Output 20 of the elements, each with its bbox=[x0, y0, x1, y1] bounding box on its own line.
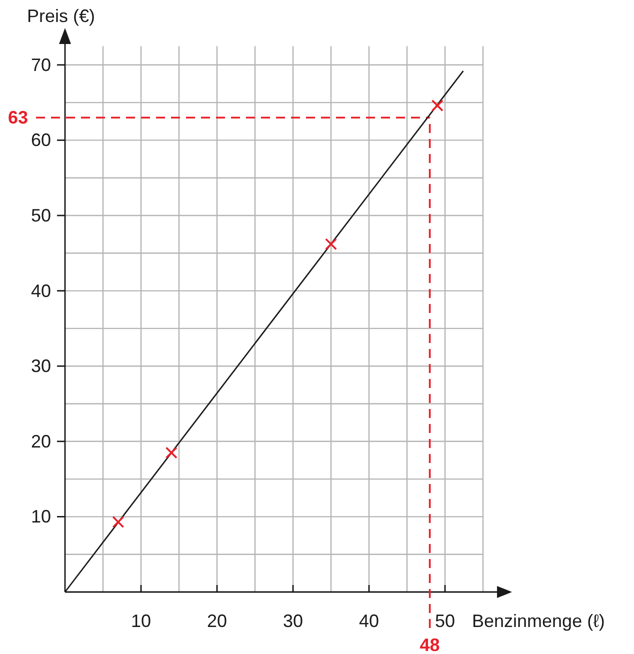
y-tick-label: 30 bbox=[30, 356, 51, 376]
x-tick-label: 20 bbox=[206, 611, 228, 631]
x-tick-label: 50 bbox=[434, 611, 456, 631]
x-tick-label: 30 bbox=[282, 611, 304, 631]
y-tick-label: 60 bbox=[30, 130, 51, 150]
point bbox=[431, 100, 444, 112]
point bbox=[324, 238, 338, 250]
ref-line-label: 63 bbox=[8, 108, 28, 128]
y-tick-label: 20 bbox=[30, 431, 51, 452]
x-tick-label: 10 bbox=[130, 611, 152, 631]
y-tick-label: 40 bbox=[30, 280, 51, 301]
y-tick-label: 50 bbox=[30, 206, 51, 226]
point bbox=[165, 446, 178, 459]
ref-line-label: 48 bbox=[420, 635, 440, 654]
y-tick-label: 10 bbox=[30, 506, 51, 527]
point bbox=[112, 516, 124, 528]
y-axis-title: Preis (€) bbox=[27, 6, 96, 26]
x-tick-label: 40 bbox=[358, 611, 380, 631]
x-axis-title: Benzinmenge (ℓ) bbox=[472, 611, 605, 631]
y-tick-label: 70 bbox=[30, 54, 51, 75]
